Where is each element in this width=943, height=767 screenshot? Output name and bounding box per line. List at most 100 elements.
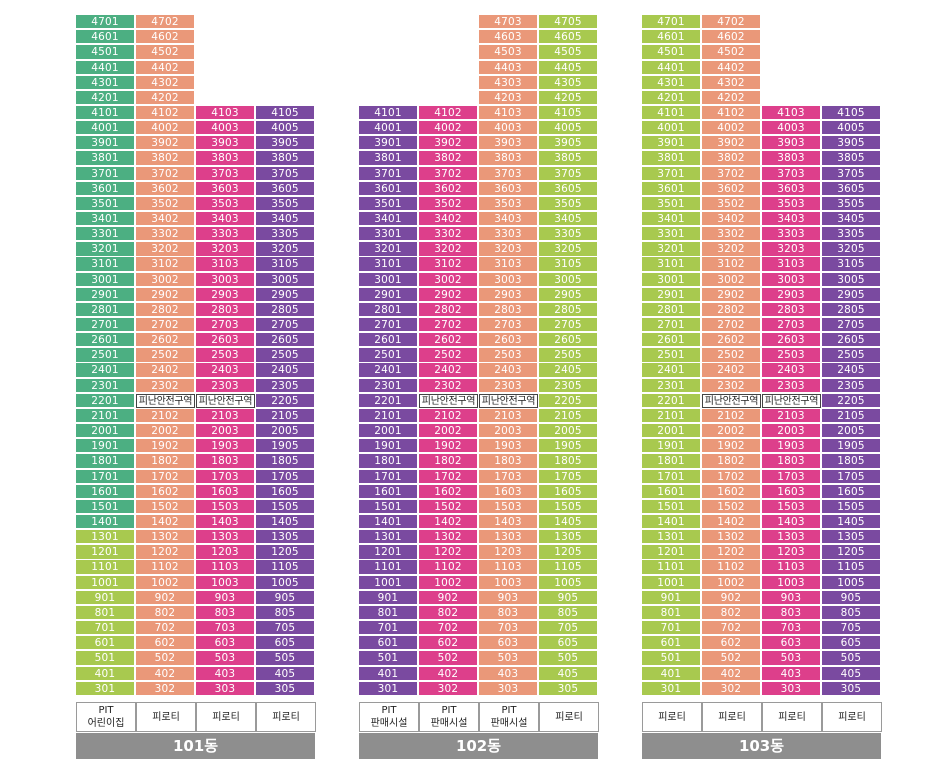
unit-cell: 401 <box>642 666 701 681</box>
unit-cell: 1003 <box>762 575 821 590</box>
unit-cell: 2702 <box>136 318 195 333</box>
unit-cell: 3002 <box>136 272 195 287</box>
unit-cell: 4402 <box>136 60 195 75</box>
unit-cell: 503 <box>762 651 821 666</box>
unit-cell: 2601 <box>642 333 701 348</box>
unit-cell: 1701 <box>359 469 418 484</box>
unit-cell: 802 <box>419 605 478 621</box>
unit-cell: 2605 <box>256 333 315 348</box>
unit-cell: 2705 <box>539 318 598 333</box>
shelter-zone-cell: 피난안전구역 <box>419 393 478 409</box>
unit-cell: 3601 <box>359 181 418 196</box>
unit-cell: 3205 <box>822 242 881 257</box>
unit-cell: 302 <box>136 681 195 696</box>
unit-cell: 1302 <box>702 530 761 545</box>
unit-cell: 1102 <box>136 560 195 575</box>
unit-cell: 601 <box>642 636 701 651</box>
unit-cell: 3605 <box>539 181 598 196</box>
unit-cell: 3603 <box>762 181 821 196</box>
unit-cell: 1105 <box>539 560 598 575</box>
unit-cell: 3703 <box>479 166 538 181</box>
unit-cell: 3901 <box>642 136 701 151</box>
unit-cell: 705 <box>256 621 315 636</box>
unit-cell: 3105 <box>822 257 881 272</box>
base-label: 피로티 <box>555 711 583 723</box>
unit-cell: 3602 <box>702 181 761 196</box>
unit-cell: 402 <box>419 666 478 681</box>
unit-cell: 1905 <box>256 439 315 454</box>
unit-cell: 3505 <box>256 196 315 212</box>
unit-cell: 1201 <box>642 545 701 560</box>
unit-cell: 2802 <box>702 302 761 318</box>
unit-cell: 3701 <box>359 166 418 181</box>
unit-cell: 3101 <box>76 257 135 272</box>
unit-cell: 2405 <box>256 363 315 378</box>
unit-cell: 1305 <box>539 530 598 545</box>
unit-cell: 4502 <box>136 45 195 60</box>
unit-cell: 1201 <box>359 545 418 560</box>
base-cell: 피로티 <box>642 702 702 732</box>
unit-cell: 3005 <box>256 272 315 287</box>
unit-cell: 505 <box>822 651 881 666</box>
unit-cell: 4001 <box>359 121 418 136</box>
unit-cell: 403 <box>196 666 255 681</box>
unit-cell: 4402 <box>702 60 761 75</box>
unit-cell: 1405 <box>539 515 598 530</box>
unit-cell: 1403 <box>479 515 538 530</box>
unit-cell: 2103 <box>762 408 821 424</box>
unit-cell: 2703 <box>479 318 538 333</box>
unit-cell: 1001 <box>642 575 701 590</box>
unit-cell: 4102 <box>419 105 478 121</box>
unit-cell: 1801 <box>359 454 418 469</box>
unit-cell: 802 <box>136 605 195 621</box>
unit-cell: 603 <box>196 636 255 651</box>
unit-cell: 4202 <box>702 90 761 106</box>
unit-cell: 3301 <box>642 227 701 242</box>
unit-cell: 3905 <box>539 136 598 151</box>
unit-cell: 3901 <box>359 136 418 151</box>
unit-cell: 2003 <box>196 424 255 439</box>
unit-cell: 1702 <box>419 469 478 484</box>
unit-cell: 805 <box>539 605 598 621</box>
unit-cell: 1901 <box>76 439 135 454</box>
unit-cell: 3903 <box>762 136 821 151</box>
unit-cell: 903 <box>196 590 255 605</box>
unit-cell: 1001 <box>76 575 135 590</box>
unit-cell: 3503 <box>762 196 821 212</box>
unit-cell: 1802 <box>419 454 478 469</box>
unit-cell: 2802 <box>419 302 478 318</box>
unit-cell: 605 <box>539 636 598 651</box>
unit-cell: 2903 <box>479 287 538 302</box>
unit-cell: 302 <box>419 681 478 696</box>
unit-cell: 3502 <box>136 196 195 212</box>
building-name-bar: 103동 <box>642 733 881 759</box>
unit-cell: 801 <box>642 605 701 621</box>
unit-cell: 1501 <box>642 499 701 515</box>
unit-cell: 2701 <box>76 318 135 333</box>
unit-cell: 1801 <box>642 454 701 469</box>
unit-cell: 1703 <box>479 469 538 484</box>
unit-cell: 2402 <box>419 363 478 378</box>
unit-cell: 1301 <box>76 530 135 545</box>
unit-cell: 703 <box>762 621 821 636</box>
building-name-bar: 102동 <box>359 733 598 759</box>
unit-cell: 702 <box>136 621 195 636</box>
unit-cell: 2301 <box>359 378 418 393</box>
unit-cell: 2902 <box>136 287 195 302</box>
unit-cell: 1305 <box>822 530 881 545</box>
unit-cell: 2303 <box>479 378 538 393</box>
unit-cell: 1801 <box>76 454 135 469</box>
unit-cell: 403 <box>479 666 538 681</box>
unit-cell: 3203 <box>762 242 821 257</box>
unit-cell: 501 <box>76 651 135 666</box>
unit-cell: 3801 <box>359 151 418 166</box>
unit-cell: 2501 <box>76 348 135 363</box>
unit-cell: 2403 <box>479 363 538 378</box>
unit-cell: 3603 <box>196 181 255 196</box>
unit-cell: 3802 <box>702 151 761 166</box>
unit-cell: 3601 <box>76 181 135 196</box>
unit-cell: 2205 <box>539 393 598 409</box>
unit-cell: 1901 <box>642 439 701 454</box>
unit-cell: 1701 <box>76 469 135 484</box>
unit-cell: 1401 <box>359 515 418 530</box>
